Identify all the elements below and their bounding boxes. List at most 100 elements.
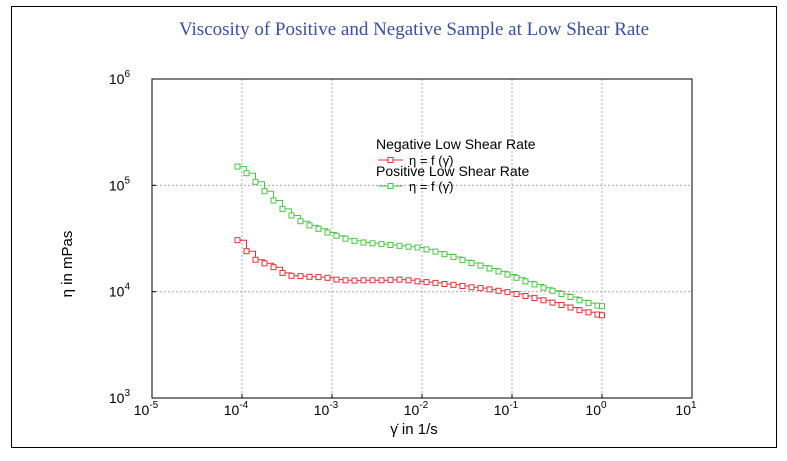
data-point <box>288 212 295 219</box>
data-point <box>531 281 538 288</box>
data-point <box>261 188 268 195</box>
data-point <box>531 295 538 302</box>
legend-positive-marker <box>387 183 394 189</box>
data-point <box>396 242 403 249</box>
data-point <box>252 178 259 185</box>
y-tick-label: 104 <box>109 282 131 300</box>
x-axis-ticks: 10-5 10-4 10-3 10-2 10-1 100 101 <box>134 394 697 418</box>
data-point <box>414 278 421 285</box>
data-point <box>522 278 529 285</box>
data-point <box>243 170 250 177</box>
legend-positive-group: Positive Low Shear Rate <box>376 163 530 179</box>
data-point <box>324 229 331 236</box>
data-point <box>441 281 448 287</box>
y-tick-label: 105 <box>109 175 131 193</box>
data-point <box>504 289 511 296</box>
data-point <box>342 235 349 242</box>
data-point <box>423 279 430 286</box>
data-point <box>234 237 241 244</box>
data-point <box>450 281 457 288</box>
legend-negative-label: η = f (γ̇) <box>409 153 453 168</box>
data-point <box>378 241 385 248</box>
data-point <box>495 268 502 275</box>
data-point <box>558 291 565 297</box>
data-point <box>306 273 313 280</box>
data-point <box>504 271 511 278</box>
data-point <box>369 240 376 247</box>
data-point <box>441 251 448 258</box>
data-point <box>513 291 520 297</box>
data-point <box>599 303 605 310</box>
data-point <box>567 304 574 311</box>
x-axis-label: γ̇ in 1/s <box>390 421 438 438</box>
data-point <box>567 294 574 300</box>
chart-frame <box>11 6 777 448</box>
data-point <box>585 309 592 316</box>
x-tick-label: 10-2 <box>404 400 429 418</box>
data-point <box>243 248 250 255</box>
x-tick-label: 100 <box>585 400 607 418</box>
data-point <box>558 302 565 308</box>
data-point <box>477 262 484 269</box>
data-point <box>342 277 349 284</box>
data-point <box>549 287 556 294</box>
x-tick-label: 10-5 <box>134 400 159 418</box>
data-point <box>324 274 331 281</box>
series-negative <box>234 237 605 319</box>
data-point <box>540 297 547 304</box>
x-tick-label: 10-3 <box>314 400 339 418</box>
data-point <box>387 242 394 248</box>
data-point <box>495 287 502 294</box>
data-point <box>450 254 457 260</box>
data-point <box>333 232 340 239</box>
plot-area <box>151 78 693 399</box>
data-point <box>351 277 358 284</box>
x-tick-label: 10-1 <box>494 400 519 418</box>
data-point <box>585 300 592 307</box>
data-point <box>468 284 475 291</box>
legend: Negative Low Shear Rate η = f (γ̇) Posit… <box>376 136 536 194</box>
x-tick-label: 101 <box>675 400 697 418</box>
data-point <box>279 269 286 276</box>
data-point <box>315 274 322 281</box>
data-point <box>351 237 358 244</box>
series-positive <box>234 163 605 310</box>
data-point <box>486 265 493 272</box>
data-point <box>360 239 367 246</box>
data-point <box>270 264 277 271</box>
data-point <box>369 277 376 284</box>
data-point <box>387 276 394 283</box>
data-point <box>540 284 547 291</box>
data-point <box>513 274 520 281</box>
data-point <box>423 246 430 253</box>
x-tick-label: 10-4 <box>224 400 249 418</box>
data-point <box>378 277 385 284</box>
data-point <box>333 276 340 283</box>
data-point <box>405 243 412 250</box>
data-point <box>297 273 304 280</box>
data-point <box>306 222 313 229</box>
data-point <box>549 299 556 306</box>
legend-positive-label: η = f (γ̇) <box>409 179 453 194</box>
grid-lines <box>152 79 692 398</box>
data-point <box>279 205 286 212</box>
y-tick-label: 106 <box>109 69 131 87</box>
y-tick-label: 103 <box>109 388 131 406</box>
chart-title: Viscosity of Positive and Negative Sampl… <box>179 19 649 40</box>
data-point <box>576 307 583 314</box>
series-layer <box>234 163 605 319</box>
data-point <box>576 297 583 304</box>
data-point <box>522 293 529 299</box>
data-point <box>486 286 493 293</box>
y-axis-ticks: 103 104 105 106 <box>109 69 156 406</box>
data-point <box>414 244 421 251</box>
data-point <box>432 279 439 286</box>
data-point <box>261 260 268 267</box>
data-point <box>270 197 277 204</box>
data-point <box>477 285 484 292</box>
data-point <box>468 260 475 266</box>
data-point <box>297 218 304 225</box>
data-point <box>459 257 466 264</box>
data-point <box>288 272 295 279</box>
